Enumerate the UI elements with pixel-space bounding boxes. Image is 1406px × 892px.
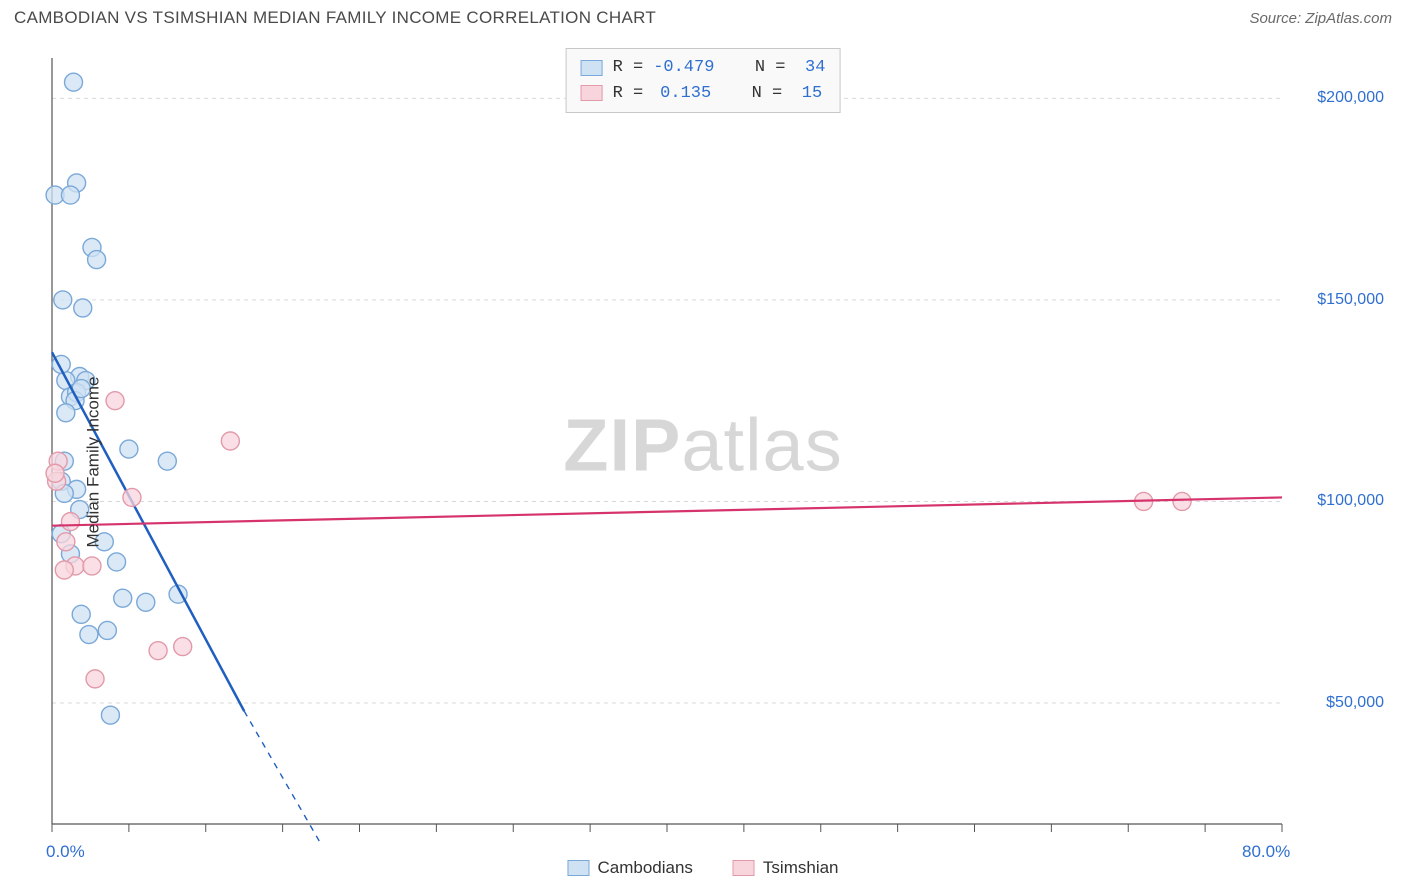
y-tick-label: $200,000 (1317, 89, 1384, 107)
chart-area: Median Family Income ZIPatlas R =-0.479 … (14, 44, 1392, 880)
chart-title: CAMBODIAN VS TSIMSHIAN MEDIAN FAMILY INC… (14, 8, 656, 28)
stats-legend-row: R =-0.479 N =34 (581, 55, 826, 81)
bottom-legend-item: Cambodians (567, 858, 692, 878)
source-citation: Source: ZipAtlas.com (1249, 10, 1392, 27)
stats-legend: R =-0.479 N =34R =0.135 N =15 (566, 48, 841, 113)
bottom-legend-item: Tsimshian (733, 858, 839, 878)
x-axis-max-label: 80.0% (1242, 842, 1290, 862)
legend-swatch-icon (567, 860, 589, 876)
y-tick-label: $100,000 (1317, 492, 1384, 510)
y-tick-label: $50,000 (1326, 694, 1384, 712)
scatter-plot (14, 44, 1392, 880)
y-tick-label: $150,000 (1317, 291, 1384, 309)
legend-swatch-icon (733, 860, 755, 876)
bottom-legend: Cambodians Tsimshian (567, 858, 838, 878)
stats-legend-row: R =0.135 N =15 (581, 81, 826, 107)
x-axis-min-label: 0.0% (46, 842, 85, 862)
legend-swatch-icon (581, 60, 603, 76)
y-axis-label: Median Family Income (84, 376, 104, 547)
legend-swatch-icon (581, 85, 603, 101)
